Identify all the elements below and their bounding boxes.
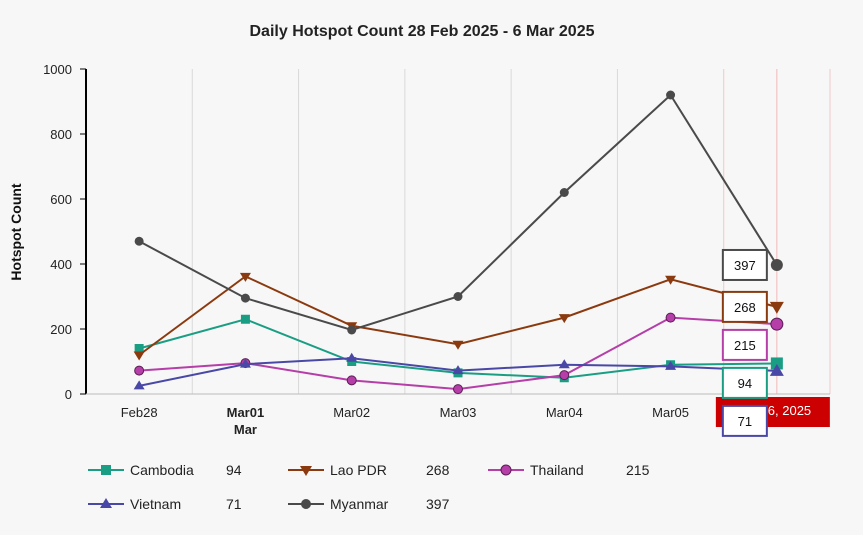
callout-value: 397 (734, 258, 756, 273)
callout-value: 268 (734, 300, 756, 315)
data-point (665, 275, 677, 285)
chart-title: Daily Hotspot Count 28 Feb 2025 - 6 Mar … (250, 23, 595, 40)
data-point (770, 258, 783, 271)
legend-series-value: 215 (626, 462, 650, 478)
legend-swatch-marker (301, 499, 311, 509)
x-tick-label: Mar03 (440, 405, 477, 420)
callout-box (721, 366, 768, 399)
data-point (134, 344, 144, 353)
series-myanmar (134, 90, 783, 335)
legend-swatch-marker (101, 465, 111, 475)
data-point (769, 301, 784, 314)
data-point (240, 314, 250, 324)
legend-item-thailand[interactable]: Thailand 215 (486, 460, 686, 480)
callout-box (721, 248, 768, 281)
legend-series-name: Myanmar (330, 496, 389, 512)
data-point (133, 380, 145, 390)
x-tick-label: Mar04 (546, 405, 583, 420)
data-point (453, 292, 463, 301)
data-point (559, 188, 569, 197)
legend-swatch-marker (100, 498, 112, 508)
y-axis-label: Hotspot Count (8, 183, 24, 281)
y-tick-label: 600 (50, 192, 72, 207)
callout-value: 94 (738, 376, 752, 391)
legend-item-cambodia[interactable]: Cambodia 94 (86, 460, 286, 480)
data-point (346, 375, 357, 386)
legend-swatch-marker (300, 466, 312, 476)
x-tick-label: Mar01 (227, 405, 265, 420)
legend-item-myanmar[interactable]: Myanmar 397 (286, 494, 486, 514)
data-point (558, 359, 570, 369)
data-point (559, 370, 570, 381)
data-point (770, 357, 783, 370)
legend-series-value: 94 (226, 462, 242, 478)
legend: Cambodia 94 Lao PDR 268 Thailand 215 Vietnam 71… (86, 460, 706, 514)
callout-box (721, 328, 768, 361)
legend-series-name: Cambodia (130, 462, 194, 478)
legend-swatch (488, 464, 524, 476)
x-tick-label: Feb28 (121, 405, 158, 420)
legend-item-vietnam[interactable]: Vietnam 71 (86, 494, 286, 514)
series-vietnam (133, 352, 784, 390)
data-point (665, 312, 676, 323)
callout-value: 71 (738, 414, 752, 429)
legend-series-name: Vietnam (130, 496, 182, 512)
legend-series-value: 397 (426, 496, 450, 512)
callout-value: 215 (734, 338, 756, 353)
legend-swatch-marker (500, 464, 512, 476)
grid (86, 69, 831, 394)
x-tick-label: Mar02 (333, 405, 370, 420)
data-point (347, 325, 357, 335)
legend-series-name: Thailand (530, 462, 584, 478)
legend-swatch (88, 465, 124, 475)
data-point (134, 236, 144, 246)
legend-swatch (88, 498, 124, 508)
data-point (239, 358, 251, 368)
y-tick-label: 800 (50, 127, 72, 142)
data-point (665, 360, 677, 370)
legend-swatch (288, 466, 324, 476)
y-tick-label: 0 (65, 387, 72, 402)
y-tick-label: 400 (50, 257, 72, 272)
y-tick-label: 1000 (43, 62, 72, 77)
legend-swatch (288, 499, 324, 509)
data-point (453, 384, 463, 395)
data-point (239, 272, 251, 282)
legend-series-name: Lao PDR (330, 462, 387, 478)
plot-area (86, 69, 830, 394)
data-point (452, 365, 464, 375)
y-tick-label: 200 (50, 322, 72, 337)
data-point (666, 90, 676, 100)
series-layer (133, 90, 784, 395)
data-point (769, 363, 784, 376)
data-point (452, 340, 464, 350)
data-point (558, 314, 570, 324)
callout-box (721, 290, 768, 323)
data-point (133, 351, 145, 361)
series-lao-pdr (133, 272, 784, 361)
callout-box (721, 404, 768, 437)
data-point (346, 352, 358, 362)
value-callouts: 397 268 215 94 71 (721, 248, 768, 437)
legend-series-value: 268 (426, 462, 450, 478)
legend-series-value: 71 (226, 496, 242, 512)
data-point (770, 317, 784, 331)
x-tick-label: Mar05 (652, 405, 689, 420)
x-tick-sublabel: Mar (234, 422, 257, 437)
data-point (134, 365, 145, 376)
data-point (240, 293, 250, 303)
legend-item-lao-pdr[interactable]: Lao PDR 268 (286, 460, 486, 480)
